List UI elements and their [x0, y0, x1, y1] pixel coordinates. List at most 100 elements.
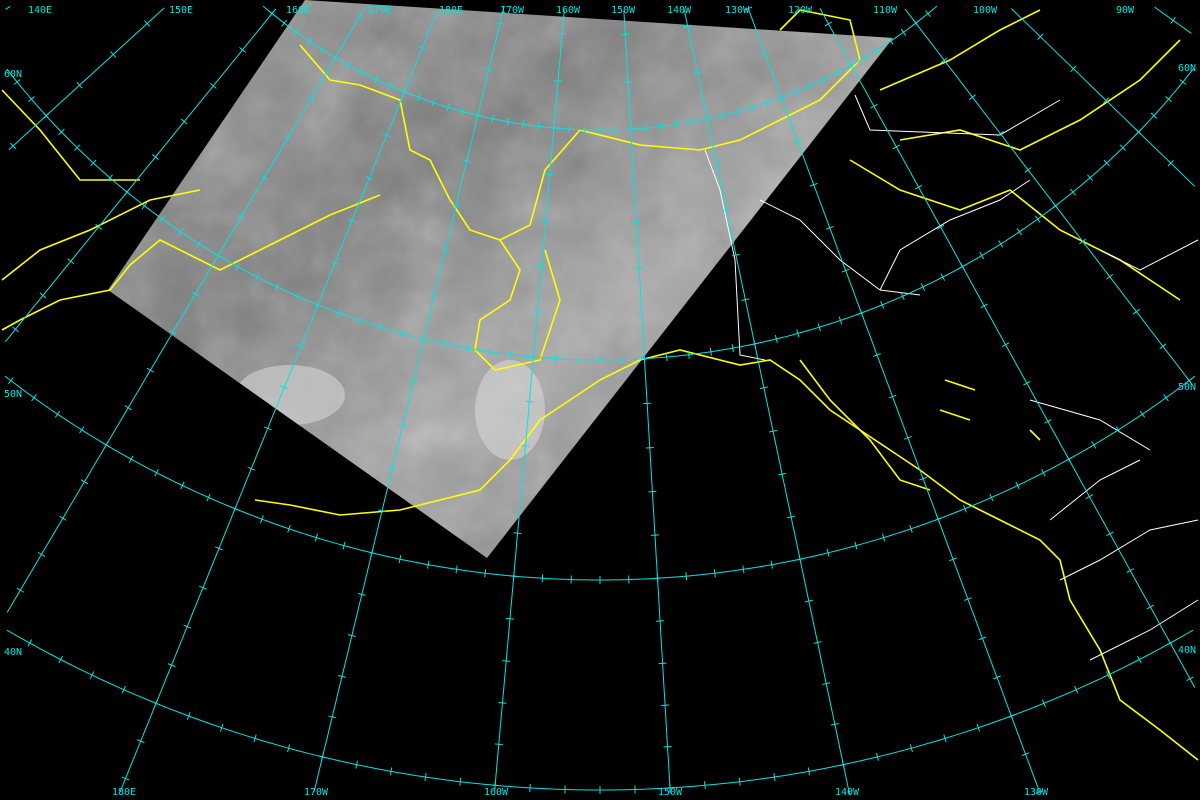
tick-mark — [914, 184, 923, 190]
tick-mark — [465, 344, 469, 353]
tick-mark — [742, 565, 745, 574]
tick-mark — [873, 353, 881, 357]
tick-mark — [993, 675, 1001, 680]
tick-mark — [552, 123, 555, 132]
tick-mark — [1074, 685, 1079, 694]
tick-mark — [1070, 65, 1077, 72]
tick-mark — [1126, 568, 1135, 573]
graticule-label: 100W — [973, 5, 998, 16]
tick-mark — [237, 214, 245, 220]
tick-mark — [446, 103, 450, 112]
tick-mark — [388, 81, 393, 90]
tick-mark — [903, 435, 912, 440]
tick-mark — [295, 292, 300, 301]
tick-mark — [337, 675, 347, 678]
tick-mark — [1167, 159, 1174, 167]
tick-mark — [370, 548, 374, 557]
tick-mark — [209, 82, 217, 89]
tick-mark — [940, 57, 948, 64]
tick-mark — [355, 760, 358, 769]
tick-mark — [502, 660, 511, 662]
tick-mark — [274, 283, 280, 291]
graticule-label: 40N — [1178, 645, 1196, 656]
tick-mark — [824, 21, 833, 27]
tick-mark — [416, 93, 421, 102]
tick-mark — [760, 51, 769, 56]
tick-mark — [693, 71, 702, 74]
tick-mark — [90, 159, 97, 167]
tick-mark — [430, 293, 439, 297]
tick-mark — [498, 702, 507, 704]
tick-mark — [773, 773, 776, 782]
tick-mark — [1170, 16, 1176, 24]
tick-mark — [418, 46, 427, 51]
tick-mark — [1091, 441, 1097, 449]
coastline-alaska-north — [299, 9, 861, 241]
tick-mark — [859, 309, 864, 317]
meridian-line — [313, 5, 505, 792]
tick-mark — [963, 597, 972, 601]
tick-mark — [750, 103, 754, 112]
tick-mark — [1070, 188, 1076, 196]
tick-mark — [332, 53, 338, 62]
tick-mark — [146, 367, 155, 373]
graticule-label: 160E — [286, 5, 310, 16]
tick-mark — [462, 159, 471, 163]
tick-mark — [1150, 112, 1158, 119]
tick-mark — [881, 533, 886, 542]
tick-mark — [191, 291, 200, 297]
meridian-line — [119, 9, 439, 793]
meridian-line — [904, 8, 1193, 386]
meridian-line — [623, 10, 671, 794]
tick-mark — [319, 45, 325, 54]
tick-mark — [778, 472, 787, 476]
meridian-line — [6, 6, 366, 613]
tick-mark — [307, 95, 316, 101]
graticule-label: 50N — [4, 389, 22, 400]
tick-mark — [1146, 604, 1155, 610]
tick-mark — [522, 120, 525, 129]
tick-mark — [121, 685, 126, 694]
tick-mark — [513, 532, 522, 534]
graticule-label: 140W — [667, 5, 692, 16]
tick-mark — [67, 258, 75, 265]
tick-mark — [759, 386, 768, 390]
graticule-label: 50N — [1178, 382, 1196, 393]
tick-mark — [89, 671, 95, 679]
tick-mark — [1021, 752, 1030, 757]
coastline-alaska-peninsula — [474, 239, 561, 371]
tick-mark — [731, 253, 740, 257]
tick-mark — [683, 24, 692, 28]
tick-mark — [541, 219, 550, 222]
tick-mark — [31, 394, 37, 402]
tick-mark — [348, 218, 356, 223]
tick-mark — [373, 75, 379, 84]
tick-mark — [58, 128, 65, 136]
tick-mark — [293, 28, 300, 36]
tick-mark — [1079, 238, 1087, 245]
tick-mark — [1035, 790, 1044, 794]
tick-mark — [1186, 676, 1194, 682]
graticule-label: 150W — [658, 787, 683, 798]
graticule-label: 180E — [439, 5, 463, 16]
tick-mark — [8, 377, 14, 385]
tick-mark — [177, 228, 184, 236]
tick-mark — [532, 353, 535, 362]
tick-mark — [152, 154, 159, 160]
tick-mark — [54, 410, 61, 418]
tick-mark — [533, 311, 542, 313]
tick-mark — [263, 426, 272, 431]
coastline-canada-islands — [849, 9, 1181, 301]
tick-mark — [199, 585, 207, 590]
graticule-label: 130W — [725, 5, 750, 16]
tick-mark — [183, 624, 192, 629]
tick-mark — [141, 202, 148, 210]
tick-mark — [936, 515, 940, 524]
tick-mark — [330, 261, 339, 265]
tick-mark — [440, 249, 449, 253]
tick-mark — [558, 32, 567, 35]
tick-mark — [1041, 468, 1046, 477]
graticule-label: 160W — [484, 787, 509, 798]
